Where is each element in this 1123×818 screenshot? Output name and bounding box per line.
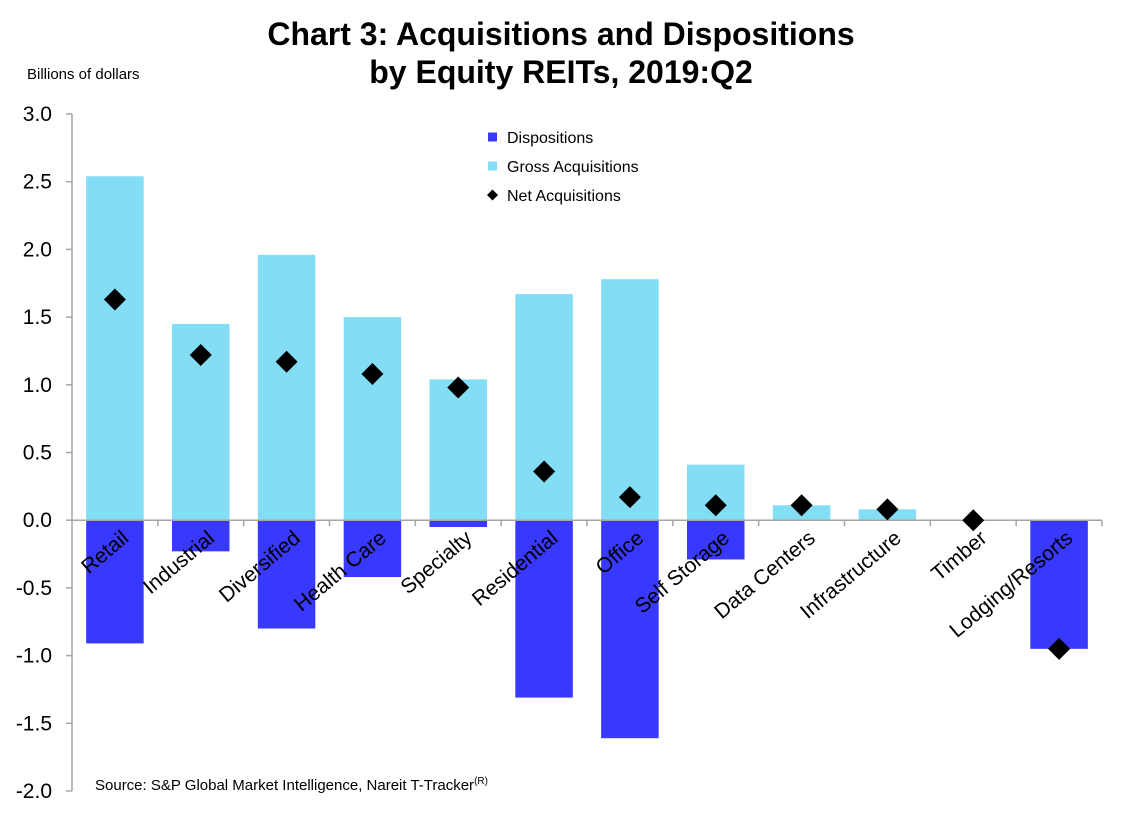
axes-layer: 3.0 2.5 2.0 1.5 1.0 0.5 0.0 -0.5 -1.0 -1.5 -2.0	[16, 103, 1103, 803]
legend-swatch-gross-acquisitions	[488, 161, 497, 171]
bar-dispositions-0	[86, 520, 144, 644]
bar-dispositions-5	[515, 520, 573, 698]
y-tick-label: 0.0	[23, 509, 52, 532]
marker-net-acquisitions-8	[790, 494, 813, 517]
bar-gross-acquisitions-6	[601, 279, 659, 521]
y-tick-label: 1.0	[23, 374, 52, 397]
chart-title: Chart 3: Acquisitions and Dispositions b…	[267, 16, 854, 90]
marker-net-acquisitions-4	[447, 376, 470, 399]
marker-net-acquisitions-2	[275, 350, 298, 373]
legend-label-gross-acquisitions: Gross Acquisitions	[507, 159, 639, 176]
legend-swatch-dispositions	[488, 132, 497, 142]
bar-dispositions-11	[1030, 520, 1088, 649]
bar-dispositions-3	[343, 520, 402, 578]
bar-dispositions-1	[171, 520, 230, 552]
source-note-text: Source: S&P Global Market Intelligence, …	[95, 777, 474, 794]
y-tick-label: 3.0	[23, 103, 52, 126]
marker-net-acquisitions-3	[361, 362, 384, 385]
y-tick-label: 1.5	[23, 306, 52, 329]
bars-layer	[86, 176, 1088, 739]
y-tick-label: 0.5	[23, 442, 52, 465]
bar-dispositions-2	[257, 520, 316, 629]
marker-net-acquisitions-11	[1048, 637, 1071, 660]
y-tick-label: -2.0	[16, 780, 52, 803]
markers-layer	[103, 288, 1071, 660]
marker-net-acquisitions-10	[962, 509, 985, 532]
legend-label-dispositions: Dispositions	[507, 130, 593, 147]
marker-net-acquisitions-6	[618, 486, 641, 509]
source-note: Source: S&P Global Market Intelligence, …	[95, 776, 488, 794]
bar-dispositions-6	[601, 520, 659, 739]
bar-dispositions-7	[686, 520, 745, 560]
chart-title-line-2: by Equity REITs, 2019:Q2	[369, 54, 753, 90]
y-tick-label: -1.5	[16, 712, 52, 735]
category-label: Timber	[927, 526, 991, 585]
marker-net-acquisitions-9	[876, 498, 899, 521]
bar-gross-acquisitions-4	[429, 379, 488, 521]
bar-dispositions-4	[429, 520, 488, 527]
y-tick-label: 2.5	[23, 171, 52, 194]
legend: Dispositions Gross Acquisitions Net Acquis…	[487, 130, 639, 205]
bar-gross-acquisitions-0	[86, 176, 144, 521]
bar-gross-acquisitions-3	[343, 317, 402, 521]
chart-title-line-1: Chart 3: Acquisitions and Dispositions	[267, 16, 854, 52]
y-tick-label: -1.0	[16, 645, 52, 668]
legend-swatch-net-acquisitions	[487, 189, 498, 201]
marker-net-acquisitions-7	[704, 494, 727, 517]
legend-label-net-acquisitions: Net Acquisitions	[507, 188, 621, 205]
bar-gross-acquisitions-5	[515, 294, 573, 521]
marker-net-acquisitions-5	[533, 460, 556, 483]
y-tick-label: -0.5	[16, 577, 52, 600]
y-tick-label: 2.0	[23, 238, 52, 261]
marker-net-acquisitions-0	[103, 288, 126, 311]
source-note-superscript: (R)	[474, 776, 488, 787]
marker-net-acquisitions-1	[189, 344, 212, 367]
y-axis-unit-label: Billions of dollars	[27, 66, 140, 83]
bar-gross-acquisitions-2	[257, 254, 316, 521]
category-label: Specialty	[396, 526, 476, 599]
